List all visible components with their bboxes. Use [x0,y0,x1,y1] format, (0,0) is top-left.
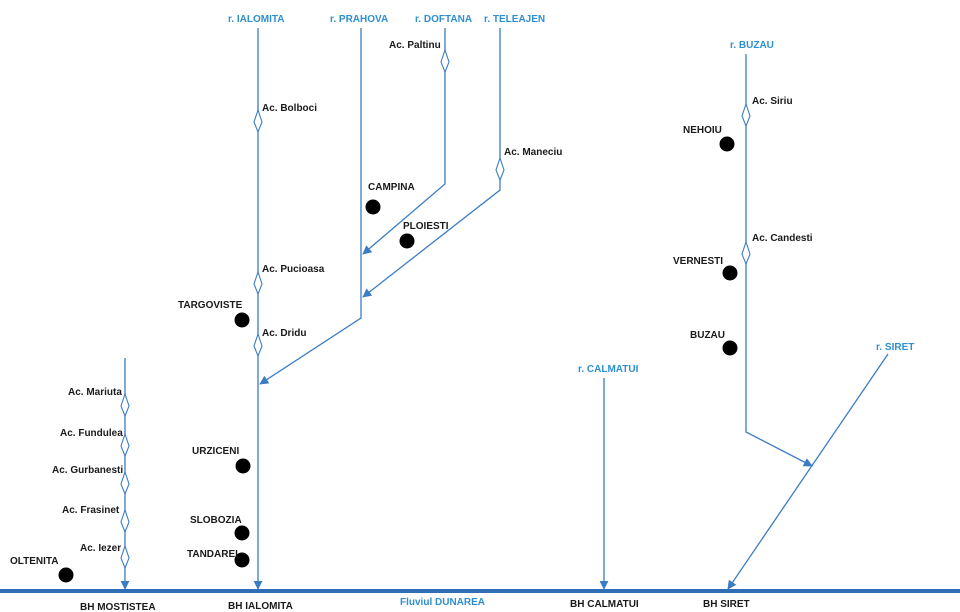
city-label-tandarei: TANDAREI [187,549,238,560]
river-label-prahova: r. PRAHOVA [330,14,388,25]
reservoir-icon-maneciu [495,156,505,182]
reservoir-icon-pucioasa [253,270,263,296]
reservoir-icon-gurbanesti [120,470,130,496]
city-label-targoviste: TARGOVISTE [178,300,243,311]
city-dot-slobozia [234,525,250,541]
city-label-nehoiu: NEHOIU [683,125,722,136]
basin-label-ialomita: BH IALOMITA [228,601,293,612]
reservoir-icon-bolboci [253,108,263,134]
reservoir-icon-fundulea [120,432,130,458]
city-dot-targoviste [234,312,250,328]
river-line-teleajen [362,28,501,298]
city-label-buzau: BUZAU [690,330,725,341]
river-line-prahova [259,28,362,385]
river-label-doftana: r. DOFTANA [415,14,472,25]
city-label-oltenita: OLTENITA [10,556,59,567]
city-dot-oltenita [58,567,74,583]
river-line-doftana [362,28,446,255]
reservoir-icon-iezer [120,544,130,570]
city-label-ploiesti: PLOIESTI [403,221,449,232]
reservoir-icons [120,48,751,570]
reservoir-label-iezer: Ac. Iezer [80,543,121,554]
city-dot-campina [365,199,381,215]
reservoir-label-siriu: Ac. Siriu [752,96,793,107]
city-dot-vernesti [722,265,738,281]
river-line-siret [727,353,889,590]
city-dot-nehoiu [719,136,735,152]
reservoir-label-gurbanesti: Ac. Gurbanesti [52,465,123,476]
reservoir-icon-candesti [741,240,751,266]
river-label-ialomita: r. IALOMITA [228,14,284,25]
reservoir-label-candesti: Ac. Candesti [752,233,813,244]
city-dot-buzau [722,340,738,356]
reservoir-icon-mariuta [120,392,130,418]
danube-label: Fluviul DUNAREA [400,597,485,608]
reservoir-icon-siriu [741,102,751,128]
city-dot-tandarei [234,552,250,568]
reservoir-label-bolboci: Ac. Bolboci [262,103,317,114]
river-label-teleajen: r. TELEAJEN [484,14,545,25]
river-label-buzau: r. BUZAU [730,40,774,51]
city-markers [58,136,738,583]
reservoir-label-paltinu: Ac. Paltinu [389,40,441,51]
river-label-calmatui: r. CALMATUI [578,364,639,375]
reservoir-label-mariuta: Ac. Mariuta [68,387,122,398]
city-label-campina: CAMPINA [368,182,415,193]
reservoir-label-fundulea: Ac. Fundulea [60,428,123,439]
reservoir-label-maneciu: Ac. Maneciu [504,147,562,158]
city-dot-ploiesti [399,233,415,249]
city-label-urziceni: URZICENI [192,446,239,457]
basin-label-siret: BH SIRET [703,599,750,610]
reservoir-label-frasinet: Ac. Frasinet [62,505,120,516]
city-dot-urziceni [235,458,251,474]
reservoir-label-dridu: Ac. Dridu [262,328,306,339]
reservoir-label-pucioasa: Ac. Pucioasa [262,264,325,275]
reservoir-icon-paltinu [440,48,450,74]
city-label-vernesti: VERNESTI [673,256,723,267]
river-label-siret: r. SIRET [876,342,914,353]
reservoir-icon-dridu [253,332,263,358]
basin-label-calmatui: BH CALMATUI [570,599,639,610]
basin-label-mostistea: BH MOSTISTEA [80,602,156,612]
city-label-slobozia: SLOBOZIA [190,515,242,526]
river-line-buzau [745,54,813,467]
reservoir-icon-frasinet [120,508,130,534]
